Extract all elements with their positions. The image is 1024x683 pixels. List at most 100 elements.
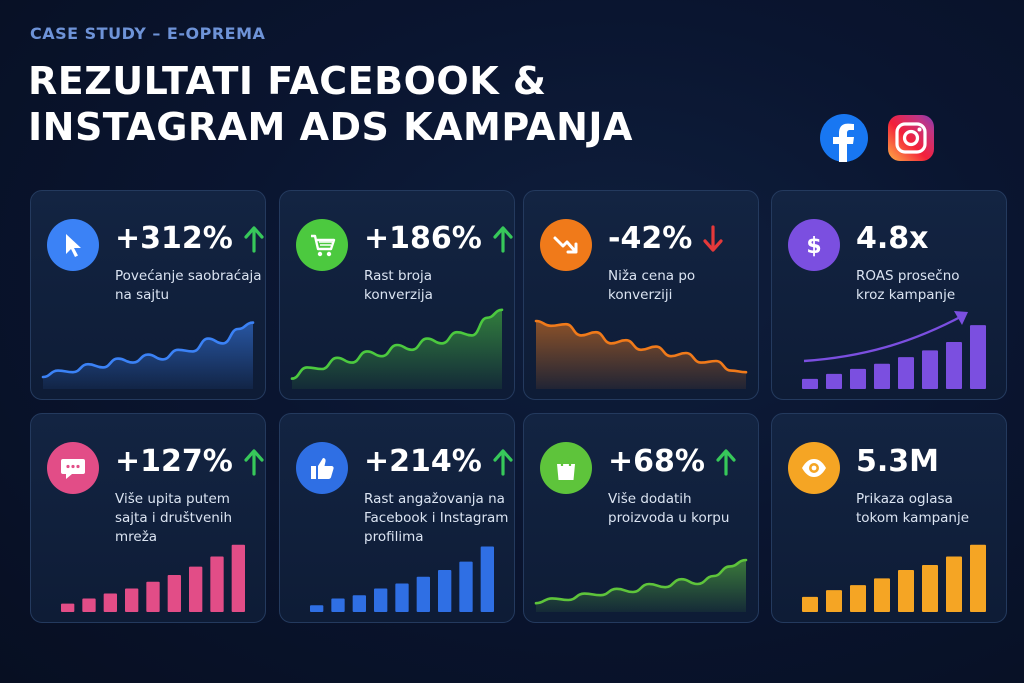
chart-bar — [231, 544, 245, 612]
mini-chart — [802, 544, 986, 612]
metric-description: Rast broja konverzija — [364, 267, 512, 305]
description-line: proizvoda u korpu — [608, 510, 730, 526]
chart-bar — [310, 605, 324, 612]
chart-bar — [898, 357, 914, 389]
metric-text: +127% — [115, 444, 233, 479]
chart-area — [536, 560, 746, 612]
chart-bar — [970, 325, 986, 389]
chart-bar — [946, 556, 962, 612]
description-line: ROAS prosečno — [856, 268, 960, 284]
metric-text: -42% — [608, 221, 693, 256]
chart-bar — [874, 578, 890, 612]
mini-chart — [802, 311, 986, 389]
kicker: CASE STUDY – E-OPREMA — [30, 24, 266, 43]
metric-text: 5.3M — [856, 444, 939, 479]
description-line: profilima — [364, 529, 424, 545]
description-line: Više upita putem — [115, 491, 230, 507]
chart-bar — [459, 561, 473, 612]
arrow-up-icon — [493, 448, 513, 476]
metric-description: Više upita putem sajta i društvenih mreža — [115, 490, 263, 547]
metric-value: +214% — [364, 444, 514, 479]
metric-value: +127% — [115, 444, 265, 479]
facebook-icon — [820, 114, 868, 162]
mini-chart — [290, 308, 504, 389]
chart-bar — [189, 566, 203, 612]
description-line: Povećanje saobraćaja — [115, 268, 262, 284]
chart-bar — [826, 373, 842, 389]
chart-bar — [374, 588, 388, 612]
stat-card: -42% Niža cena po konverziji — [523, 190, 759, 400]
metric-text: 4.8x — [856, 221, 929, 256]
chart-line — [41, 321, 255, 379]
arrow-down-icon — [703, 224, 723, 252]
description-line: konverziji — [608, 287, 673, 303]
page-title: REZULTATI FACEBOOK & INSTAGRAM ADS KAMPA… — [28, 58, 788, 150]
description-line: Rast broja — [364, 268, 433, 284]
metric-description: ROAS prosečno kroz kampanje — [856, 267, 1004, 305]
chart-bar — [480, 546, 494, 612]
chart-line — [290, 308, 504, 380]
stat-card: +186% Rast broja konverzija — [279, 190, 515, 400]
chart-bar — [331, 598, 345, 612]
description-line: Više dodatih — [608, 491, 692, 507]
mini-chart — [310, 546, 494, 612]
metric-value: +68% — [608, 444, 737, 479]
chart-bar — [970, 544, 986, 612]
trend-arrowhead — [954, 311, 968, 325]
thumbs-up-icon — [296, 442, 348, 494]
dollar-icon: $ — [788, 219, 840, 271]
chart-bar — [850, 585, 866, 612]
arrow-up-icon — [493, 225, 513, 253]
chart-bar — [167, 575, 181, 612]
cart-icon — [296, 219, 348, 271]
metric-description: Povećanje saobraćaja na sajtu — [115, 267, 263, 305]
chart-bar — [438, 570, 452, 612]
cursor-icon — [47, 219, 99, 271]
chart-bar — [922, 350, 938, 389]
chart-bar — [146, 581, 160, 612]
description-line: na sajtu — [115, 287, 170, 303]
stat-card: $4.8x ROAS prosečno kroz kampanje — [771, 190, 1007, 400]
chart-area — [536, 321, 746, 389]
arrow-up-icon — [244, 448, 264, 476]
mini-chart — [61, 544, 245, 612]
mini-chart — [41, 321, 255, 389]
title-line-2: INSTAGRAM ADS KAMPANJA — [28, 105, 633, 149]
stat-card: 5.3M Prikaza oglasa tokom kampanje — [771, 413, 1007, 623]
chart-bar — [802, 596, 818, 612]
chart-area — [292, 309, 502, 389]
metric-description: Prikaza oglasa tokom kampanje — [856, 490, 1004, 528]
chart-bar — [103, 593, 117, 612]
chart-bar — [922, 564, 938, 612]
metric-text: +214% — [364, 444, 482, 479]
metric-value: 4.8x — [856, 221, 929, 256]
description-line: Niža cena po — [608, 268, 696, 284]
chart-bar — [898, 570, 914, 612]
eye-icon — [788, 442, 840, 494]
metric-text: +312% — [115, 221, 233, 256]
instagram-icon — [888, 115, 934, 161]
chart-bar — [850, 368, 866, 389]
metric-value: +312% — [115, 221, 265, 256]
metric-description: Rast angažovanja na Facebook i Instagram p… — [364, 490, 512, 547]
metric-text: +186% — [364, 221, 482, 256]
stat-card: +68% Više dodatih proizvoda u korpu — [523, 413, 759, 623]
description-line: Prikaza oglasa — [856, 491, 953, 507]
chart-bar — [946, 341, 962, 389]
chart-bar — [210, 556, 224, 612]
chart-bar — [802, 378, 818, 389]
svg-text:$: $ — [806, 234, 821, 259]
description-line: tokom kampanje — [856, 510, 970, 526]
description-line: kroz kampanje — [856, 287, 956, 303]
description-line: Facebook i Instagram — [364, 510, 509, 526]
mini-chart — [534, 558, 748, 612]
chart-bar — [826, 590, 842, 612]
chart-bar — [874, 363, 890, 389]
metric-value: -42% — [608, 221, 724, 256]
chart-bar — [125, 588, 139, 612]
metric-value: 5.3M — [856, 444, 939, 479]
mini-chart — [534, 319, 748, 389]
chart-bar — [416, 576, 430, 612]
description-line: konverzija — [364, 287, 433, 303]
title-line-1: REZULTATI FACEBOOK & — [28, 59, 547, 103]
